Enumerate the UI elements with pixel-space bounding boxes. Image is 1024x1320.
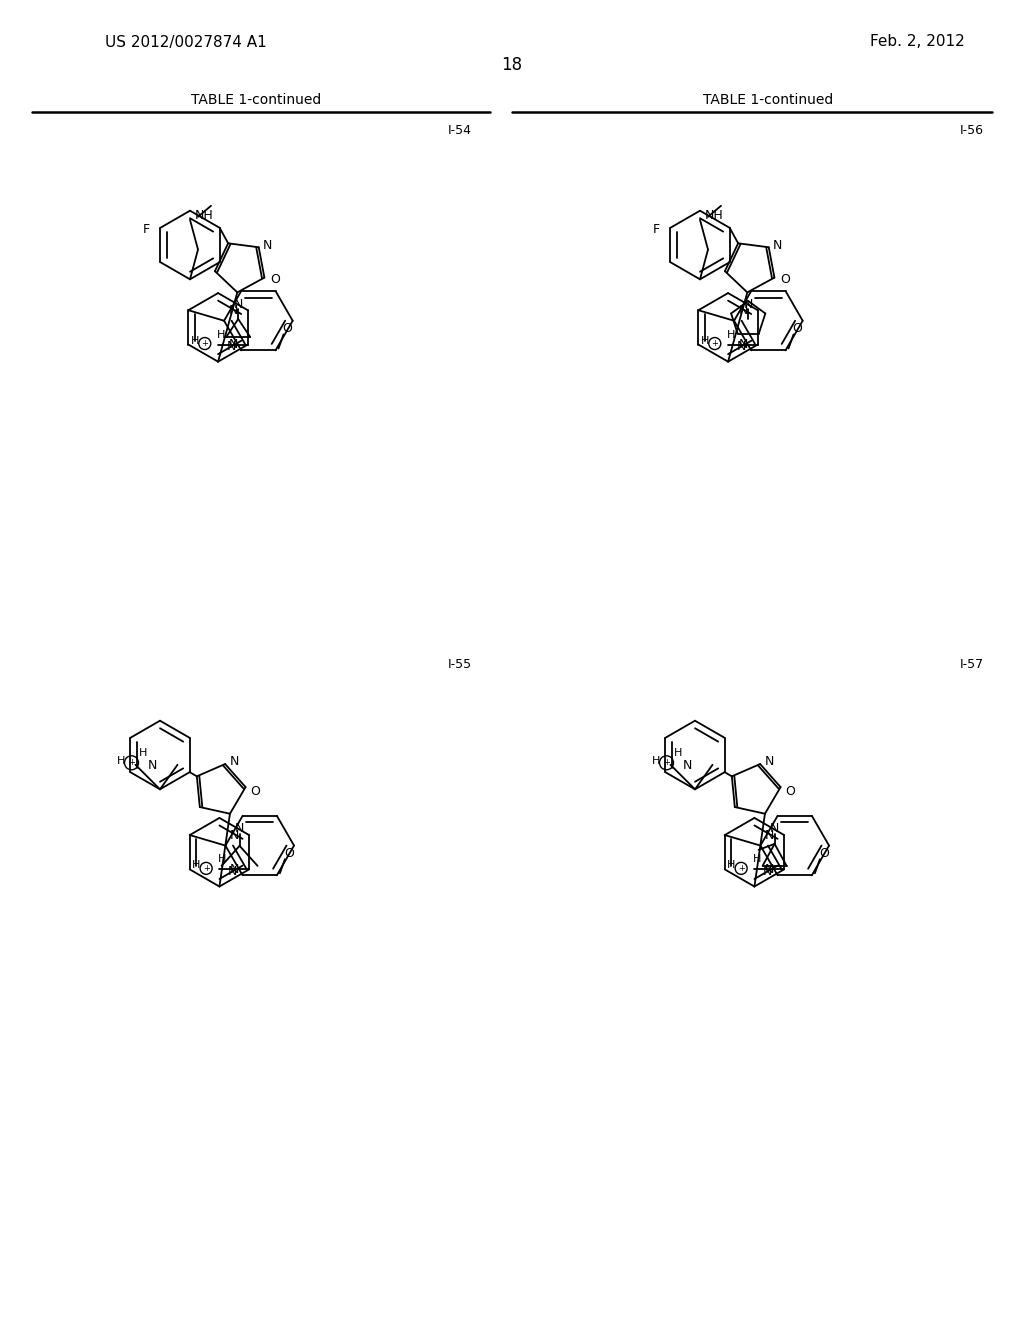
Text: N: N xyxy=(234,822,245,836)
Text: N: N xyxy=(233,297,243,310)
Text: H: H xyxy=(700,335,709,346)
Text: O: O xyxy=(251,784,260,797)
Text: I-56: I-56 xyxy=(961,124,984,136)
Text: N: N xyxy=(738,338,748,351)
Text: N: N xyxy=(683,759,692,772)
Text: H: H xyxy=(118,756,126,766)
Text: H: H xyxy=(139,748,147,758)
Text: F: F xyxy=(142,223,150,236)
Text: N: N xyxy=(765,863,774,876)
Text: O: O xyxy=(283,322,293,335)
Text: +: + xyxy=(664,758,670,767)
Text: N: N xyxy=(738,304,748,317)
Text: O: O xyxy=(785,784,796,797)
Text: N: N xyxy=(229,755,239,767)
Text: N: N xyxy=(226,341,237,352)
Text: +: + xyxy=(202,339,208,348)
Text: +: + xyxy=(712,339,718,348)
Text: N: N xyxy=(147,759,158,772)
Text: N: N xyxy=(229,863,240,876)
Text: H: H xyxy=(218,854,226,865)
Text: TABLE 1-continued: TABLE 1-continued xyxy=(190,92,322,107)
Text: H: H xyxy=(652,756,660,766)
Text: H: H xyxy=(753,854,761,865)
Text: F: F xyxy=(652,223,659,236)
Text: N: N xyxy=(770,822,779,836)
Text: N: N xyxy=(743,297,753,310)
Text: H: H xyxy=(727,861,735,870)
Text: O: O xyxy=(819,846,828,859)
Text: NH: NH xyxy=(195,210,213,222)
Text: I-57: I-57 xyxy=(959,659,984,672)
Text: N: N xyxy=(263,239,272,252)
Text: 18: 18 xyxy=(502,55,522,74)
Text: H: H xyxy=(675,748,683,758)
Text: N: N xyxy=(765,829,774,842)
Text: Feb. 2, 2012: Feb. 2, 2012 xyxy=(870,34,965,49)
Text: I-55: I-55 xyxy=(447,659,472,672)
Text: N: N xyxy=(765,755,774,767)
Text: N: N xyxy=(773,239,782,252)
Text: N: N xyxy=(763,865,772,878)
Text: N: N xyxy=(228,338,238,351)
Text: US 2012/0027874 A1: US 2012/0027874 A1 xyxy=(105,34,266,49)
Text: +: + xyxy=(128,758,135,767)
Text: N: N xyxy=(737,341,746,352)
Text: O: O xyxy=(780,273,791,286)
Text: H: H xyxy=(727,330,735,339)
Text: O: O xyxy=(270,273,281,286)
Text: H: H xyxy=(191,861,201,870)
Text: +: + xyxy=(203,863,210,873)
Text: NH: NH xyxy=(705,210,723,222)
Text: H: H xyxy=(190,335,199,346)
Text: TABLE 1-continued: TABLE 1-continued xyxy=(702,92,834,107)
Text: O: O xyxy=(793,322,803,335)
Text: N: N xyxy=(229,829,240,842)
Text: N: N xyxy=(228,865,238,878)
Text: O: O xyxy=(284,846,294,859)
Text: N: N xyxy=(228,304,238,317)
Text: H: H xyxy=(217,330,225,339)
Text: +: + xyxy=(737,863,744,873)
Text: I-54: I-54 xyxy=(449,124,472,136)
